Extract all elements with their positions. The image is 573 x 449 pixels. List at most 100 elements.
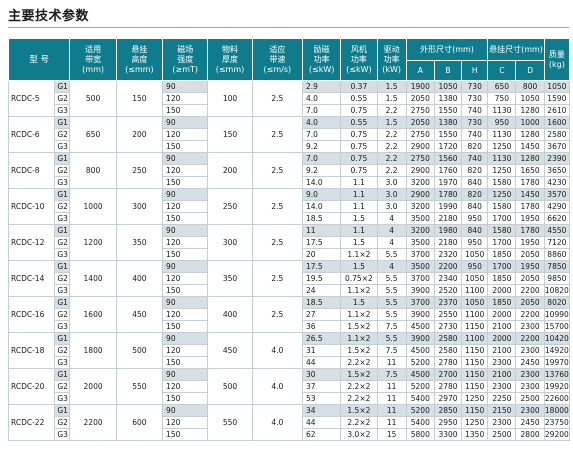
size-a-cell: 3500 [405,236,435,249]
grade-cell: G3 [54,356,71,369]
grade-cell: G1 [54,116,71,129]
thickness-cell: 400 [207,296,253,333]
fan-power-cell: 0.75 [340,104,378,117]
drive-power-cell: 4 [376,224,407,237]
size-h-cell: 1350 [461,428,489,441]
grade-cell: G1 [54,188,71,201]
grade-cell: G1 [54,260,71,273]
size-b-cell: 1050 [433,80,463,93]
size-d-cell: 2050 [515,272,545,285]
mass-cell: 23750 [543,416,571,429]
excitation-power-cell: 20 [301,248,342,261]
size-d-cell: 1450 [515,188,545,201]
field-strength-cell: 120 [162,344,209,357]
size-b-cell: 2320 [433,248,463,261]
excitation-power-cell: 53 [301,392,342,405]
drive-power-cell: 7.5 [376,368,407,381]
size-h-cell: 730 [461,116,489,129]
size-h-cell: 1150 [461,368,489,381]
size-h-cell: 840 [461,224,489,237]
table-row: RCDC-10 G1 1000 300 90 250 2.5 9.0 1.1 3.0 2900 178… [7,188,571,225]
field-strength-cell: 120 [162,308,209,321]
mass-cell: 10420 [543,332,571,345]
header-drive-power: 驱动 功率 (kW) [376,38,407,81]
excitation-power-cell: 9.0 [301,188,342,201]
mass-cell: 6620 [543,212,571,225]
field-strength-cell: 90 [162,368,209,381]
size-h-cell: 950 [461,260,489,273]
model-name: RCDC-16 [7,296,56,333]
size-a-cell: 3700 [405,272,435,285]
hang-height-cell: 200 [115,116,164,153]
fan-power-cell: 0.75 [340,164,378,177]
grade-cell: G2 [54,344,71,357]
fan-power-cell: 1.5×2 [340,368,378,381]
drive-power-cell: 4 [376,260,407,273]
size-a-cell: 5400 [405,416,435,429]
mass-cell: 22600 [543,392,571,405]
size-c-cell: 2000 [487,284,517,297]
size-a-cell: 2750 [405,128,435,141]
field-strength-cell: 90 [162,80,209,93]
size-h-cell: 1150 [461,404,489,417]
mass-cell: 2610 [543,104,571,117]
field-strength-cell: 150 [162,392,209,405]
size-d-cell: 1780 [515,224,545,237]
field-strength-cell: 150 [162,140,209,153]
size-c-cell: 1700 [487,260,517,273]
size-c-cell: 2250 [487,392,517,405]
excitation-power-cell: 14.0 [301,176,342,189]
size-d-cell: 1950 [515,212,545,225]
drive-power-cell: 4 [376,236,407,249]
mass-cell: 7120 [543,236,571,249]
size-c-cell: 1700 [487,236,517,249]
mass-cell: 19970 [543,356,571,369]
drive-power-cell: 11 [376,416,407,429]
belt-width-cell: 800 [69,152,117,189]
excitation-power-cell: 7.0 [301,152,342,165]
grade-cell: G2 [54,236,71,249]
belt-width-cell: 2200 [69,404,117,441]
fan-power-cell: 0.75 [340,152,378,165]
belt-width-cell: 1800 [69,332,117,369]
size-h-cell: 820 [461,188,489,201]
size-a-cell: 4500 [405,368,435,381]
hang-height-cell: 300 [115,188,164,225]
header-field-strength-l2: 强度 [177,54,194,64]
model-name: RCDC-6 [7,116,56,153]
fan-power-cell: 1.5 [340,212,378,225]
hang-height-cell: 450 [115,296,164,333]
size-c-cell: 2300 [487,356,517,369]
thickness-cell: 550 [207,404,253,441]
size-h-cell: 1150 [461,320,489,333]
excitation-power-cell: 31 [301,344,342,357]
field-strength-cell: 90 [162,116,209,129]
table-row: G2 120 7.0 0.75 2.2 2750 1550 740 1130 1280 2580 [9,128,571,141]
belt-speed-cell: 2.5 [251,80,304,117]
fan-power-cell: 1.5 [340,236,378,249]
drive-power-cell: 11 [376,356,407,369]
thickness-cell: 150 [207,116,253,153]
header-hang-size: 悬挂尺寸(mm) [487,38,545,61]
excitation-power-cell: 27 [301,308,342,321]
size-a-cell: 3200 [405,176,435,189]
grade-cell: G2 [54,416,71,429]
mass-cell: 2580 [543,128,571,141]
size-c-cell: 1130 [487,128,517,141]
size-b-cell: 1760 [433,164,463,177]
belt-width-cell: 2000 [69,368,117,405]
thickness-cell: 500 [207,368,253,405]
hang-height-cell: 250 [115,152,164,189]
field-strength-cell: 120 [162,380,209,393]
size-h-cell: 740 [461,152,489,165]
size-b-cell: 2520 [433,284,463,297]
drive-power-cell: 3.0 [376,176,407,189]
size-h-cell: 1250 [461,416,489,429]
size-c-cell: 2000 [487,308,517,321]
size-a-cell: 2750 [405,152,435,165]
size-b-cell: 1980 [433,224,463,237]
size-c-cell: 1850 [487,248,517,261]
mass-cell: 15700 [543,320,571,333]
size-b-cell: 2780 [433,380,463,393]
header-sub-h: H [461,60,489,81]
